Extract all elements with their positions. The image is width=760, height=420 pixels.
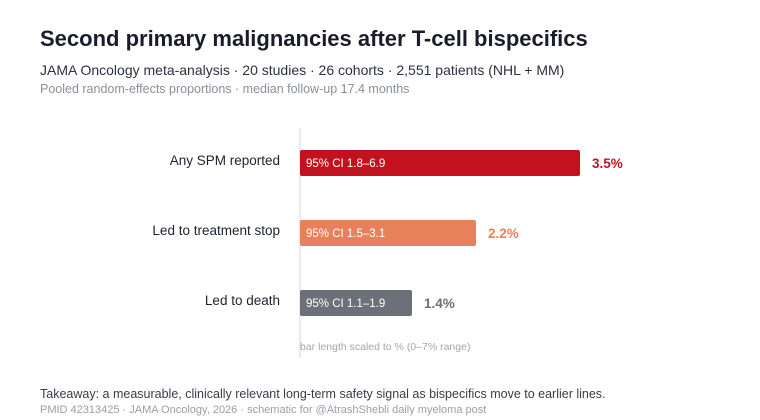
- ci-label: 95% CI 1.5–3.1: [306, 228, 385, 240]
- source-footer: PMID 42313425 · JAMA Oncology, 2026 · sc…: [40, 404, 487, 416]
- category-label: Any SPM reported: [170, 153, 280, 168]
- category-label: Led to treatment stop: [152, 223, 280, 238]
- value-label: 2.2%: [488, 226, 519, 241]
- value-label: 3.5%: [592, 156, 623, 171]
- category-label: Led to death: [205, 293, 280, 308]
- chart-method-note: Pooled random-effects proportions · medi…: [40, 82, 410, 96]
- bar: [300, 150, 580, 176]
- value-label: 1.4%: [424, 296, 455, 311]
- takeaway-text: Takeaway: a measurable, clinically relev…: [40, 387, 606, 401]
- chart-title: Second primary malignancies after T-cell…: [40, 26, 588, 51]
- chart-subtitle: JAMA Oncology meta-analysis · 20 studies…: [40, 62, 565, 78]
- ci-label: 95% CI 1.1–1.9: [306, 298, 385, 310]
- ci-label: 95% CI 1.8–6.9: [306, 158, 385, 170]
- bar-chart: Any SPM reported 95% CI 1.8–6.9 3.5% Led to…: [152, 128, 623, 358]
- bar: [300, 290, 412, 316]
- axis-note: bar length scaled to % (0–7% range): [300, 341, 470, 353]
- bar: [300, 220, 476, 246]
